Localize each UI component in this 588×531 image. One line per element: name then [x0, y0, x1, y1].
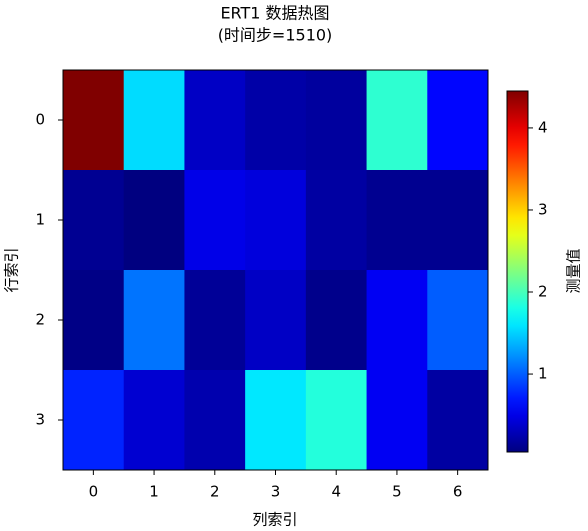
colorbar-tick-label: 3 — [538, 200, 548, 218]
heatmap-cell — [63, 70, 125, 171]
heatmap-cell — [427, 370, 489, 471]
heatmap-cell — [427, 270, 489, 371]
heatmap-cell — [245, 170, 307, 271]
heatmap-cell — [123, 270, 185, 371]
heatmap-cell — [245, 370, 307, 471]
colorbar — [506, 90, 529, 453]
x-tick-label: 4 — [331, 483, 341, 501]
chart-title: ERT1 数据热图 — [220, 4, 329, 23]
colorbar-tick-label: 4 — [538, 118, 548, 136]
heatmap-cell — [63, 370, 125, 471]
x-tick-label: 0 — [89, 483, 99, 501]
heatmap-cell — [123, 70, 185, 171]
heatmap-cell — [366, 370, 428, 471]
heatmap-cell — [184, 370, 246, 471]
heatmap-cell — [184, 270, 246, 371]
chart-subtitle: (时间步=1510) — [218, 26, 333, 45]
y-tick-label: 3 — [35, 411, 45, 429]
heatmap-cell — [427, 70, 489, 171]
heatmap-cell — [366, 70, 428, 171]
y-tick-label: 2 — [35, 311, 45, 329]
heatmap-cell — [305, 170, 368, 271]
heatmap-cell — [63, 170, 125, 271]
x-axis-label: 列索引 — [252, 511, 297, 529]
heatmap-cell — [427, 170, 489, 271]
heatmap-cell — [63, 270, 125, 371]
heatmap-cell — [245, 70, 307, 171]
colorbar-label: 测量值 — [565, 248, 583, 293]
x-tick-label: 5 — [392, 483, 402, 501]
y-axis-label: 行索引 — [3, 247, 21, 292]
heatmap-cell — [184, 70, 246, 171]
heatmap-cell — [184, 170, 246, 271]
y-tick-label: 0 — [35, 111, 45, 129]
x-tick-label: 2 — [210, 483, 220, 501]
heatmap-cell — [366, 270, 428, 371]
heatmap-cell — [366, 170, 428, 271]
heatmap-cell — [305, 270, 368, 371]
colorbar-tick-label: 1 — [538, 365, 548, 383]
heatmap-cell — [123, 370, 185, 471]
x-tick-label: 6 — [453, 483, 463, 501]
y-tick-label: 1 — [35, 211, 45, 229]
x-tick-label: 1 — [149, 483, 159, 501]
heatmap-cell — [305, 370, 368, 471]
colorbar-tick-label: 2 — [538, 283, 548, 301]
heatmap-cell — [123, 170, 185, 271]
heatmap-cell — [305, 70, 368, 171]
x-tick-label: 3 — [271, 483, 281, 501]
heatmap-cell — [245, 270, 307, 371]
